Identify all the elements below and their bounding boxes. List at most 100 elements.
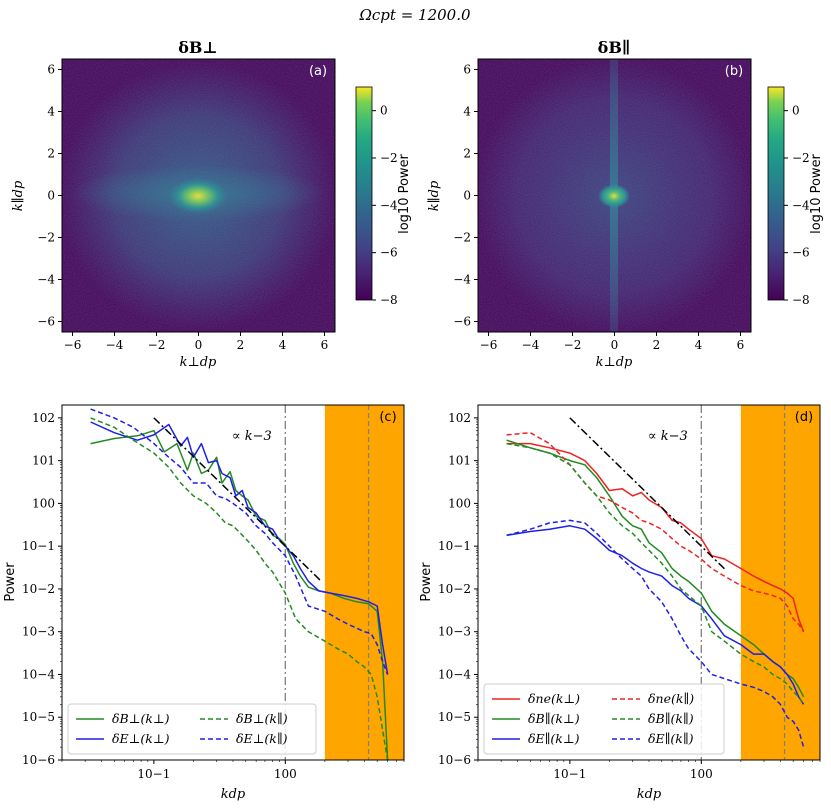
series-line-4 [506, 442, 805, 705]
x-tick-label: −2 [148, 338, 166, 352]
x-tick-label: 0 [611, 338, 619, 352]
y-tick-label: −2 [37, 231, 55, 245]
y-tick-label: 10−1 [438, 539, 471, 553]
y-tick-label: 10−6 [438, 753, 471, 767]
legend-entry: δE∥(k∥) [648, 731, 694, 746]
legend-entry: δE⊥(k∥) [236, 731, 288, 746]
reference-slope-label: ∝ k−3 [648, 429, 688, 444]
y-tick-label: 2 [463, 147, 471, 161]
y-tick-label: 6 [47, 63, 55, 77]
panel-a-heatmap-noise [62, 59, 335, 332]
legend-entry: δB∥(k⊥) [528, 711, 580, 726]
colorbar-tick-label: −8 [380, 293, 398, 307]
series-line-2 [90, 417, 389, 760]
panel-a-colorbar [355, 86, 373, 301]
y-tick-label: 10−5 [438, 710, 471, 724]
panel-a-label: (a) [309, 64, 327, 79]
y-tick-label: −6 [37, 315, 55, 329]
panel-b-ylabel: k∥dp [427, 180, 442, 211]
y-tick-label: 101 [448, 454, 471, 468]
panel-a: δB⊥ (a) −6 −6 −4 −4 −2 −2 0 0 2 2 4 4 6 6 k⊥dp k∥dp 0… [11, 38, 412, 370]
y-tick-label: 6 [463, 63, 471, 77]
y-tick-label: 10−3 [438, 625, 471, 639]
y-tick-label: −6 [453, 315, 471, 329]
y-tick-label: 10−2 [438, 582, 471, 596]
panel-b-colorbar-ticks: 0 −2 −4 −6 −8 [784, 104, 810, 307]
y-tick-label: 10−5 [22, 710, 55, 724]
x-tick-label: 6 [321, 338, 329, 352]
series-line-0 [90, 429, 389, 760]
panel-c-plot: ∝ k−3 10−6 10−5 10−4 10−3 10−2 10−1 100 101 102 10… [22, 404, 405, 781]
y-tick-label: 10−1 [22, 539, 55, 553]
colorbar-tick-label: −6 [380, 246, 398, 260]
x-tick-label: −4 [106, 338, 124, 352]
reference-slope-label: ∝ k−3 [232, 429, 272, 444]
x-tick-label: −6 [64, 338, 82, 352]
y-tick-label: 2 [47, 147, 55, 161]
y-tick-label: 10−4 [22, 667, 55, 681]
panel-c-label: (c) [379, 410, 396, 425]
y-tick-label: 10−2 [22, 582, 55, 596]
series-line-3 [90, 408, 389, 675]
figure-suptitle: Ωcpt = 1200.0 [358, 6, 471, 24]
colorbar-tick-label: −4 [380, 198, 398, 212]
legend-entry: δE⊥(k⊥) [112, 731, 170, 746]
x-tick-label: 6 [737, 338, 745, 352]
shaded-region [324, 405, 404, 760]
x-tick-label: −6 [480, 338, 498, 352]
legend: δne(k⊥) δB∥(k⊥) δE∥(k⊥) δne(k∥) δB∥(k∥) δE∥(k… [483, 683, 725, 755]
colorbar-tick-label: 0 [380, 104, 388, 118]
y-tick-label: 102 [448, 411, 471, 425]
y-tick-label: 10−3 [22, 625, 55, 639]
y-tick-label: −4 [37, 273, 55, 287]
panel-b-colorbar [767, 86, 785, 301]
x-tick-label: 4 [279, 338, 287, 352]
series-line-0 [506, 442, 805, 632]
panel-d-label: (d) [795, 410, 813, 425]
colorbar-tick-label: −6 [792, 246, 810, 260]
panel-c-ylabel: Power [3, 562, 18, 602]
panel-b-title: δB∥ [598, 38, 631, 57]
y-tick-label: 0 [47, 189, 55, 203]
x-tick-label: 10−1 [137, 767, 170, 781]
x-tick-label: 2 [237, 338, 245, 352]
y-tick-label: 102 [32, 411, 55, 425]
y-tick-label: −2 [453, 231, 471, 245]
x-tick-label: 100 [274, 767, 297, 781]
reference-slope-line [569, 417, 725, 570]
y-tick-label: 4 [463, 105, 471, 119]
x-tick-label: 2 [653, 338, 661, 352]
x-tick-label: 100 [690, 767, 713, 781]
panel-b-label: (b) [725, 64, 743, 79]
panel-d-plot: ∝ k−3 10−6 10−5 10−4 10−3 10−2 10−1 100 101 102 10… [438, 404, 821, 781]
x-tick-label: 0 [195, 338, 203, 352]
y-tick-label: 0 [463, 189, 471, 203]
panel-d-xlabel: kdp [637, 787, 662, 802]
legend-entry: δne(k∥) [648, 691, 694, 706]
panel-c-xlabel: kdp [221, 787, 246, 802]
panel-a-axes: −6 −6 −4 −4 −2 −2 0 0 2 2 4 4 6 6 [37, 63, 328, 353]
panel-b: δB∥ (b) −6 −6 −4 −4 −2 −2 0 0 2 2 4 4 6 6 k⊥dp k∥dp 0… [427, 38, 824, 370]
y-tick-label: 101 [32, 454, 55, 468]
y-tick-label: −4 [453, 273, 471, 287]
legend-entry: δne(k⊥) [528, 691, 580, 706]
panel-a-title: δB⊥ [178, 38, 218, 57]
y-tick-label: 4 [47, 105, 55, 119]
y-tick-label: 100 [32, 496, 55, 510]
reference-slope-line [153, 417, 323, 583]
colorbar-tick-label: −4 [792, 198, 810, 212]
y-tick-label: 10−6 [22, 753, 55, 767]
panel-a-colorbar-label: log10 Power [397, 153, 412, 233]
panel-b-colorbar-label: log10 Power [809, 153, 824, 233]
colorbar-tick-label: −8 [792, 293, 810, 307]
colorbar-tick-label: −2 [380, 151, 398, 165]
series-line-5 [506, 519, 805, 748]
panel-a-colorbar-ticks: 0 −2 −4 −6 −8 [372, 104, 398, 307]
colorbar-tick-label: −2 [792, 151, 810, 165]
panel-d: ∝ k−3 10−6 10−5 10−4 10−3 10−2 10−1 100 101 102 10… [419, 404, 821, 802]
x-tick-label: 4 [695, 338, 703, 352]
panel-b-xlabel: k⊥dp [596, 355, 633, 370]
legend-box [67, 703, 317, 755]
y-tick-label: 10−4 [438, 667, 471, 681]
x-tick-label: −2 [564, 338, 582, 352]
